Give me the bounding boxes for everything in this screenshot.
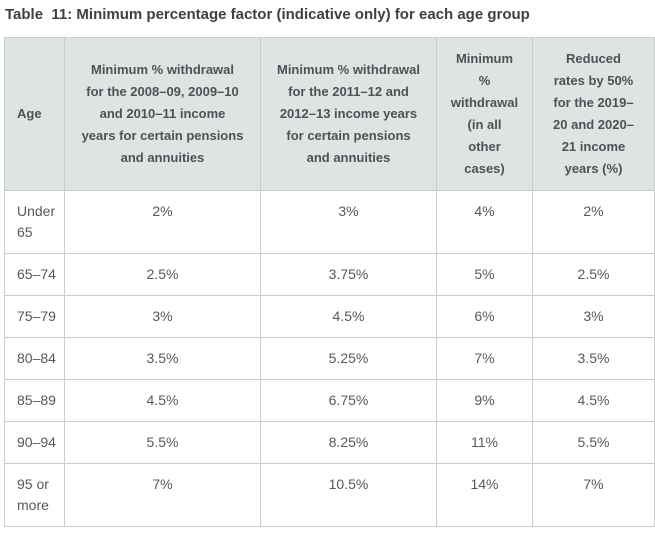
column-header-age: Age [4,37,65,191]
value-cell: 2.5% [64,253,261,296]
value-cell: 7% [532,463,655,527]
table-row: 65–74 2.5% 3.75% 5% 2.5% [4,253,655,296]
age-cell: 65–74 [4,253,65,296]
value-cell: 5.5% [64,421,261,464]
age-cell: 75–79 [4,295,65,338]
value-cell: 14% [436,463,533,527]
value-cell: 3.5% [64,337,261,380]
value-cell: 11% [436,421,533,464]
age-cell: 80–84 [4,337,65,380]
header-row: Age Minimum % withdrawal for the 2008–09… [4,37,655,191]
table-row: 95 or more 7% 10.5% 14% 7% [4,463,655,527]
value-cell: 5.25% [260,337,437,380]
value-cell: 10.5% [260,463,437,527]
value-cell: 7% [436,337,533,380]
value-cell: 5% [436,253,533,296]
table-row: 90–94 5.5% 8.25% 11% 5.5% [4,421,655,464]
value-cell: 2% [64,190,261,254]
value-cell: 3% [532,295,655,338]
table-body: Under 65 2% 3% 4% 2% 65–74 2.5% 3.75% 5% 2.5% 75–7… [4,190,655,527]
value-cell: 3.75% [260,253,437,296]
age-cell: 85–89 [4,379,65,422]
value-cell: 2.5% [532,253,655,296]
table-row: 85–89 4.5% 6.75% 9% 4.5% [4,379,655,422]
table-row: Under 65 2% 3% 4% 2% [4,190,655,254]
table-title: Table 11: Minimum percentage factor (ind… [5,6,530,23]
value-cell: 2% [532,190,655,254]
column-header-min-all-other: Minimum % withdrawal (in all other cases… [436,37,533,191]
value-cell: 3% [260,190,437,254]
value-cell: 9% [436,379,533,422]
value-cell: 5.5% [532,421,655,464]
value-cell: 4.5% [64,379,261,422]
age-factor-table: Age Minimum % withdrawal for the 2008–09… [4,37,655,527]
column-header-min-2008-2011: Minimum % withdrawal for the 2008–09, 20… [64,37,261,191]
age-cell: 90–94 [4,421,65,464]
value-cell: 3.5% [532,337,655,380]
value-cell: 4.5% [260,295,437,338]
value-cell: 7% [64,463,261,527]
table-row: 75–79 3% 4.5% 6% 3% [4,295,655,338]
value-cell: 4.5% [532,379,655,422]
value-cell: 8.25% [260,421,437,464]
column-header-min-2011-2013: Minimum % withdrawal for the 2011–12 and… [260,37,437,191]
value-cell: 6% [436,295,533,338]
table-row: 80–84 3.5% 5.25% 7% 3.5% [4,337,655,380]
value-cell: 4% [436,190,533,254]
value-cell: 6.75% [260,379,437,422]
value-cell: 3% [64,295,261,338]
age-cell: Under 65 [4,190,65,254]
age-cell: 95 or more [4,463,65,527]
column-header-reduced-rates: Reduced rates by 50% for the 2019– 20 an… [532,37,655,191]
